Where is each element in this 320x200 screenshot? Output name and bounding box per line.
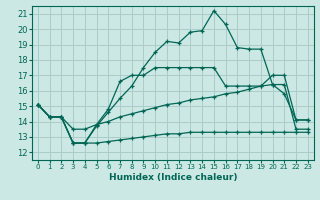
X-axis label: Humidex (Indice chaleur): Humidex (Indice chaleur) [108,173,237,182]
